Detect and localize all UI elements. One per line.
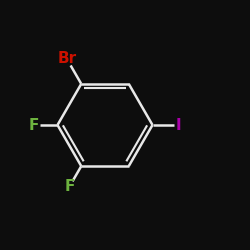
Text: I: I <box>176 118 182 132</box>
Text: F: F <box>64 179 74 194</box>
Text: F: F <box>28 118 39 132</box>
Text: Br: Br <box>57 52 76 66</box>
